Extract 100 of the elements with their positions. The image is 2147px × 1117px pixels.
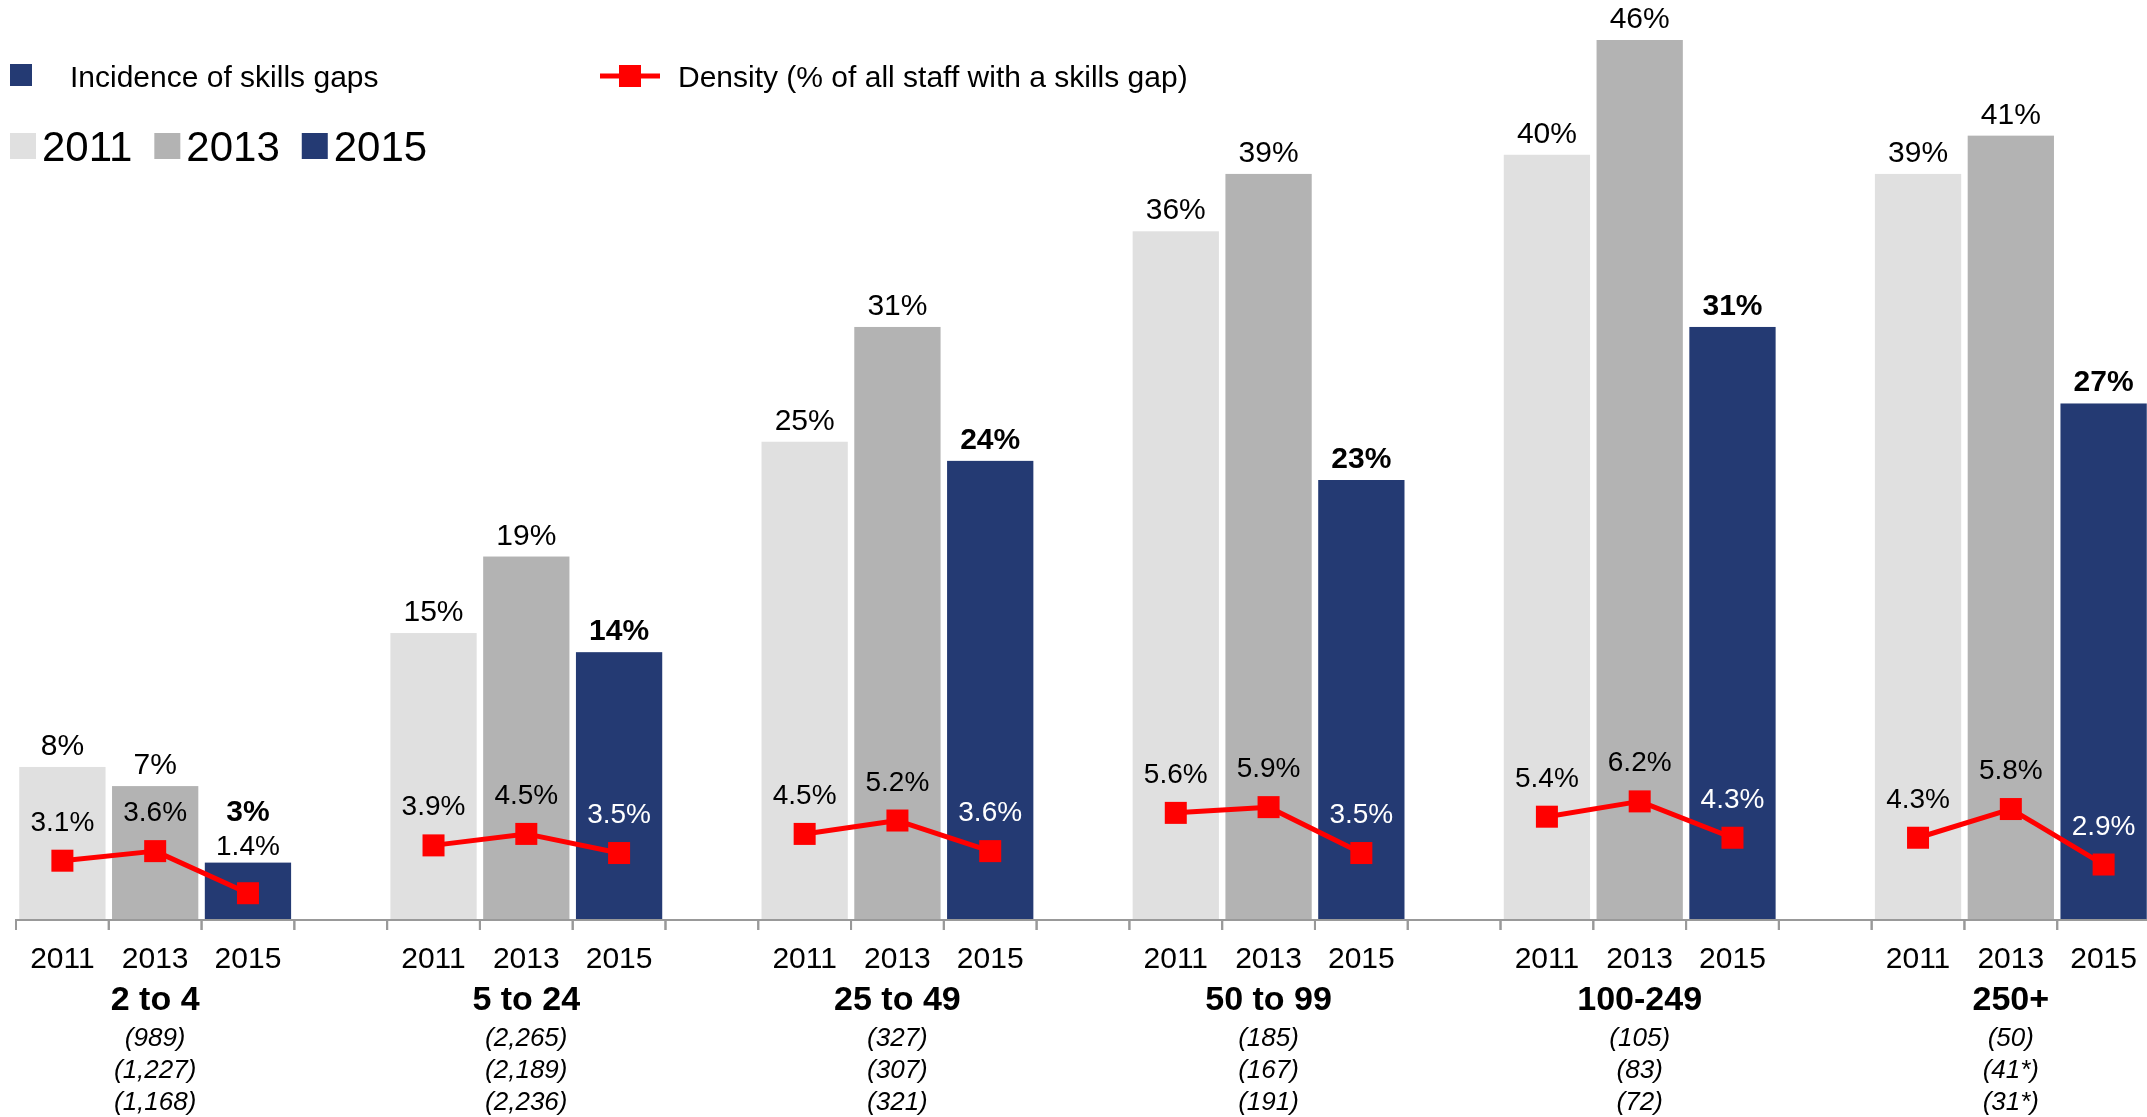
data-label: 3.5% <box>1329 798 1394 830</box>
data-label: 31% <box>867 287 928 321</box>
data-label: 5.6% <box>1143 757 1208 789</box>
bar <box>390 633 477 920</box>
x-tick-label: 2011 <box>401 941 466 974</box>
text: (41*) <box>1982 1054 2040 1084</box>
point <box>515 822 538 845</box>
x-tick-label: 2011 <box>772 941 837 974</box>
bar <box>1967 135 2054 920</box>
text: (321) <box>867 1086 928 1116</box>
point <box>1999 798 2022 821</box>
bar <box>1318 480 1405 920</box>
text: (989) <box>124 1022 186 1052</box>
text: (83) <box>1616 1054 1663 1084</box>
bar <box>1874 173 1962 920</box>
data-label: 39% <box>1888 134 1949 168</box>
x-tick-label: 2015 <box>2070 941 2137 974</box>
data-label: 6.2% <box>1607 746 1672 778</box>
x-tick-label: 2015 <box>1699 941 1766 974</box>
point <box>422 834 445 857</box>
bar <box>761 441 848 920</box>
bar <box>19 766 106 920</box>
point <box>1628 790 1651 813</box>
x-tick-label: 2011 <box>1514 941 1580 974</box>
data-label: 27% <box>2073 364 2134 398</box>
legend-label: Density (% of all staff with a skills gap) <box>678 60 1188 93</box>
point <box>979 840 1002 863</box>
x-tick-label: 2011 <box>1885 941 1951 974</box>
data-label: 8% <box>40 727 85 761</box>
text: (31*) <box>1982 1086 2040 1116</box>
x-tick-label: 2013 <box>864 941 931 974</box>
text: 250+ <box>1972 979 2050 1017</box>
data-label: 19% <box>496 517 557 551</box>
point <box>1350 842 1373 865</box>
text: (167) <box>1238 1054 1299 1084</box>
data-label: 15% <box>403 594 464 628</box>
bar <box>483 556 570 920</box>
data-label: 5.2% <box>865 765 930 797</box>
data-label: 3.1% <box>30 805 95 837</box>
data-label: 39% <box>1238 134 1299 168</box>
bar <box>2060 403 2147 920</box>
point <box>1164 801 1187 824</box>
x-tick-label: 2011 <box>1143 941 1209 974</box>
data-label: 3.6% <box>123 796 188 828</box>
x-tick-label: 2013 <box>1606 941 1674 974</box>
bar <box>947 460 1034 920</box>
text: (185) <box>1238 1022 1299 1052</box>
data-label: 36% <box>1145 192 1206 226</box>
data-label: 3.9% <box>401 790 466 822</box>
text: (72) <box>1616 1086 1663 1116</box>
text: (1,168) <box>113 1086 197 1116</box>
data-label: 3.6% <box>958 796 1023 828</box>
x-tick-label: 2013 <box>492 941 560 974</box>
text: 50 to 99 <box>1205 979 1332 1017</box>
bar <box>1689 326 1776 920</box>
point <box>793 822 816 845</box>
legend-label: 2011 <box>42 123 133 170</box>
data-label: 4.3% <box>1700 782 1765 814</box>
bar <box>112 786 199 920</box>
text: (2,236) <box>485 1086 568 1116</box>
text: (2,265) <box>485 1022 568 1052</box>
point <box>144 840 167 863</box>
point <box>1257 796 1280 819</box>
text: (1,227) <box>113 1054 197 1084</box>
point <box>51 849 74 872</box>
text: (105) <box>1609 1022 1671 1052</box>
text: 100-249 <box>1577 979 1703 1017</box>
x-tick-label: 2015 <box>956 941 1024 974</box>
data-label: 3% <box>226 793 270 827</box>
text: (2,189) <box>485 1054 568 1084</box>
point <box>886 809 909 832</box>
data-label: 7% <box>133 747 177 781</box>
point <box>608 842 631 865</box>
data-label: 3.5% <box>587 798 651 830</box>
data-label: 5.9% <box>1236 752 1301 784</box>
data-label: 14% <box>589 613 650 647</box>
text: (327) <box>867 1022 928 1052</box>
legend-title: Incidence of skills gaps <box>70 60 379 93</box>
data-label: 1.4% <box>216 829 280 861</box>
data-label: 5.8% <box>1978 754 2043 786</box>
point <box>1535 805 1558 828</box>
data-label: 40% <box>1516 115 1577 149</box>
data-label: 24% <box>960 421 1021 455</box>
x-tick-label: 2015 <box>1327 941 1395 974</box>
data-label: 4.5% <box>494 778 559 810</box>
data-label: 4.3% <box>1886 782 1950 814</box>
text: (50) <box>1987 1022 2034 1052</box>
data-label: 25% <box>774 402 835 436</box>
data-label: 4.5% <box>772 778 837 810</box>
bar <box>1132 231 1219 920</box>
bar <box>1503 154 1591 920</box>
data-label: 31% <box>1702 287 1763 321</box>
x-tick-label: 2011 <box>30 941 95 974</box>
text: 2 to 4 <box>110 979 200 1017</box>
legend-label: 2015 <box>333 123 428 170</box>
data-label: 2.9% <box>2071 809 2136 841</box>
point <box>1907 826 1930 849</box>
data-label: 46% <box>1609 1 1670 34</box>
x-tick-label: 2013 <box>1235 941 1302 974</box>
data-label: 23% <box>1331 441 1392 474</box>
